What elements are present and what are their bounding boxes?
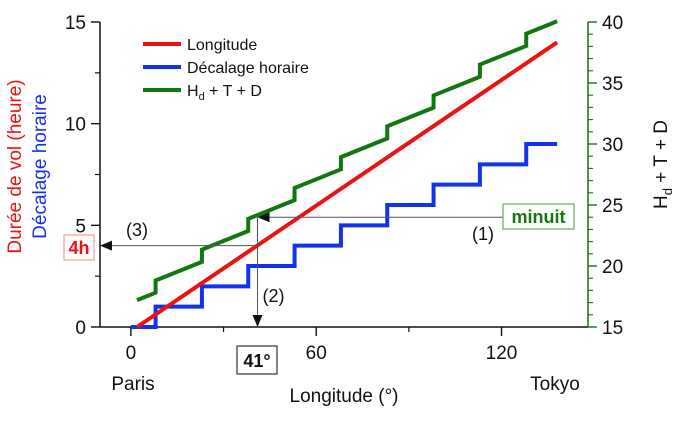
- box-41: [236, 345, 278, 375]
- legend: Longitude Décalage horaire Hd + T + D: [143, 37, 309, 103]
- legend-label: Hd + T + D: [187, 83, 262, 103]
- minuit-label: minuit: [512, 207, 566, 227]
- y-right-tick-label: 15: [602, 318, 623, 339]
- y-right-tick-label: 30: [602, 135, 623, 156]
- y-left-tick-label: 10: [65, 115, 86, 136]
- arrow-1-head: [257, 212, 270, 223]
- series-hd-t-d: [136, 19, 558, 303]
- series-decalage-horaire: [130, 142, 558, 329]
- axes: 0 60 120 0 5 10 15 15 20 25 30 35 40 Longitude (°) Dur…: [5, 13, 675, 407]
- label-1: (1): [472, 224, 494, 244]
- x-tick-label: 120: [486, 343, 518, 364]
- label-2: (2): [263, 286, 285, 306]
- x-tick-label: 0: [126, 343, 137, 364]
- arrow-2-head: [252, 315, 263, 327]
- label-tokyo: Tokyo: [530, 374, 580, 395]
- legend-label: Décalage horaire: [187, 60, 309, 77]
- box-4h: [63, 234, 95, 261]
- series-longitude: [135, 40, 559, 329]
- series: [130, 19, 559, 329]
- y-left-title-2: Décalage horaire: [30, 94, 51, 239]
- x-tick-label: 60: [306, 343, 327, 364]
- x-axis-title: Longitude (°): [290, 386, 399, 407]
- y-right-tick-label: 40: [602, 13, 623, 34]
- label-3: (3): [126, 220, 148, 240]
- y-right-tick-label: 35: [602, 74, 623, 95]
- legend-label: Longitude: [187, 37, 257, 54]
- y-left-tick-label: 0: [75, 318, 86, 339]
- y-right-tick-label: 25: [602, 196, 623, 217]
- arrow-3-head: [100, 240, 112, 251]
- minuit-box: [502, 203, 575, 230]
- annotations: (1) (2) (3) minuit 4h 41° Paris Tokyo: [63, 203, 580, 395]
- y-right-title: Hd + T + D: [651, 120, 675, 209]
- label-4h: 4h: [68, 238, 89, 258]
- y-left-title-1: Durée de vol (heure): [5, 79, 26, 253]
- label-41: 41°: [243, 351, 270, 371]
- y-left-tick-label: 15: [65, 13, 86, 34]
- y-right-tick-label: 20: [602, 257, 623, 278]
- y-left-tick-label: 5: [75, 216, 86, 237]
- label-paris: Paris: [111, 374, 154, 395]
